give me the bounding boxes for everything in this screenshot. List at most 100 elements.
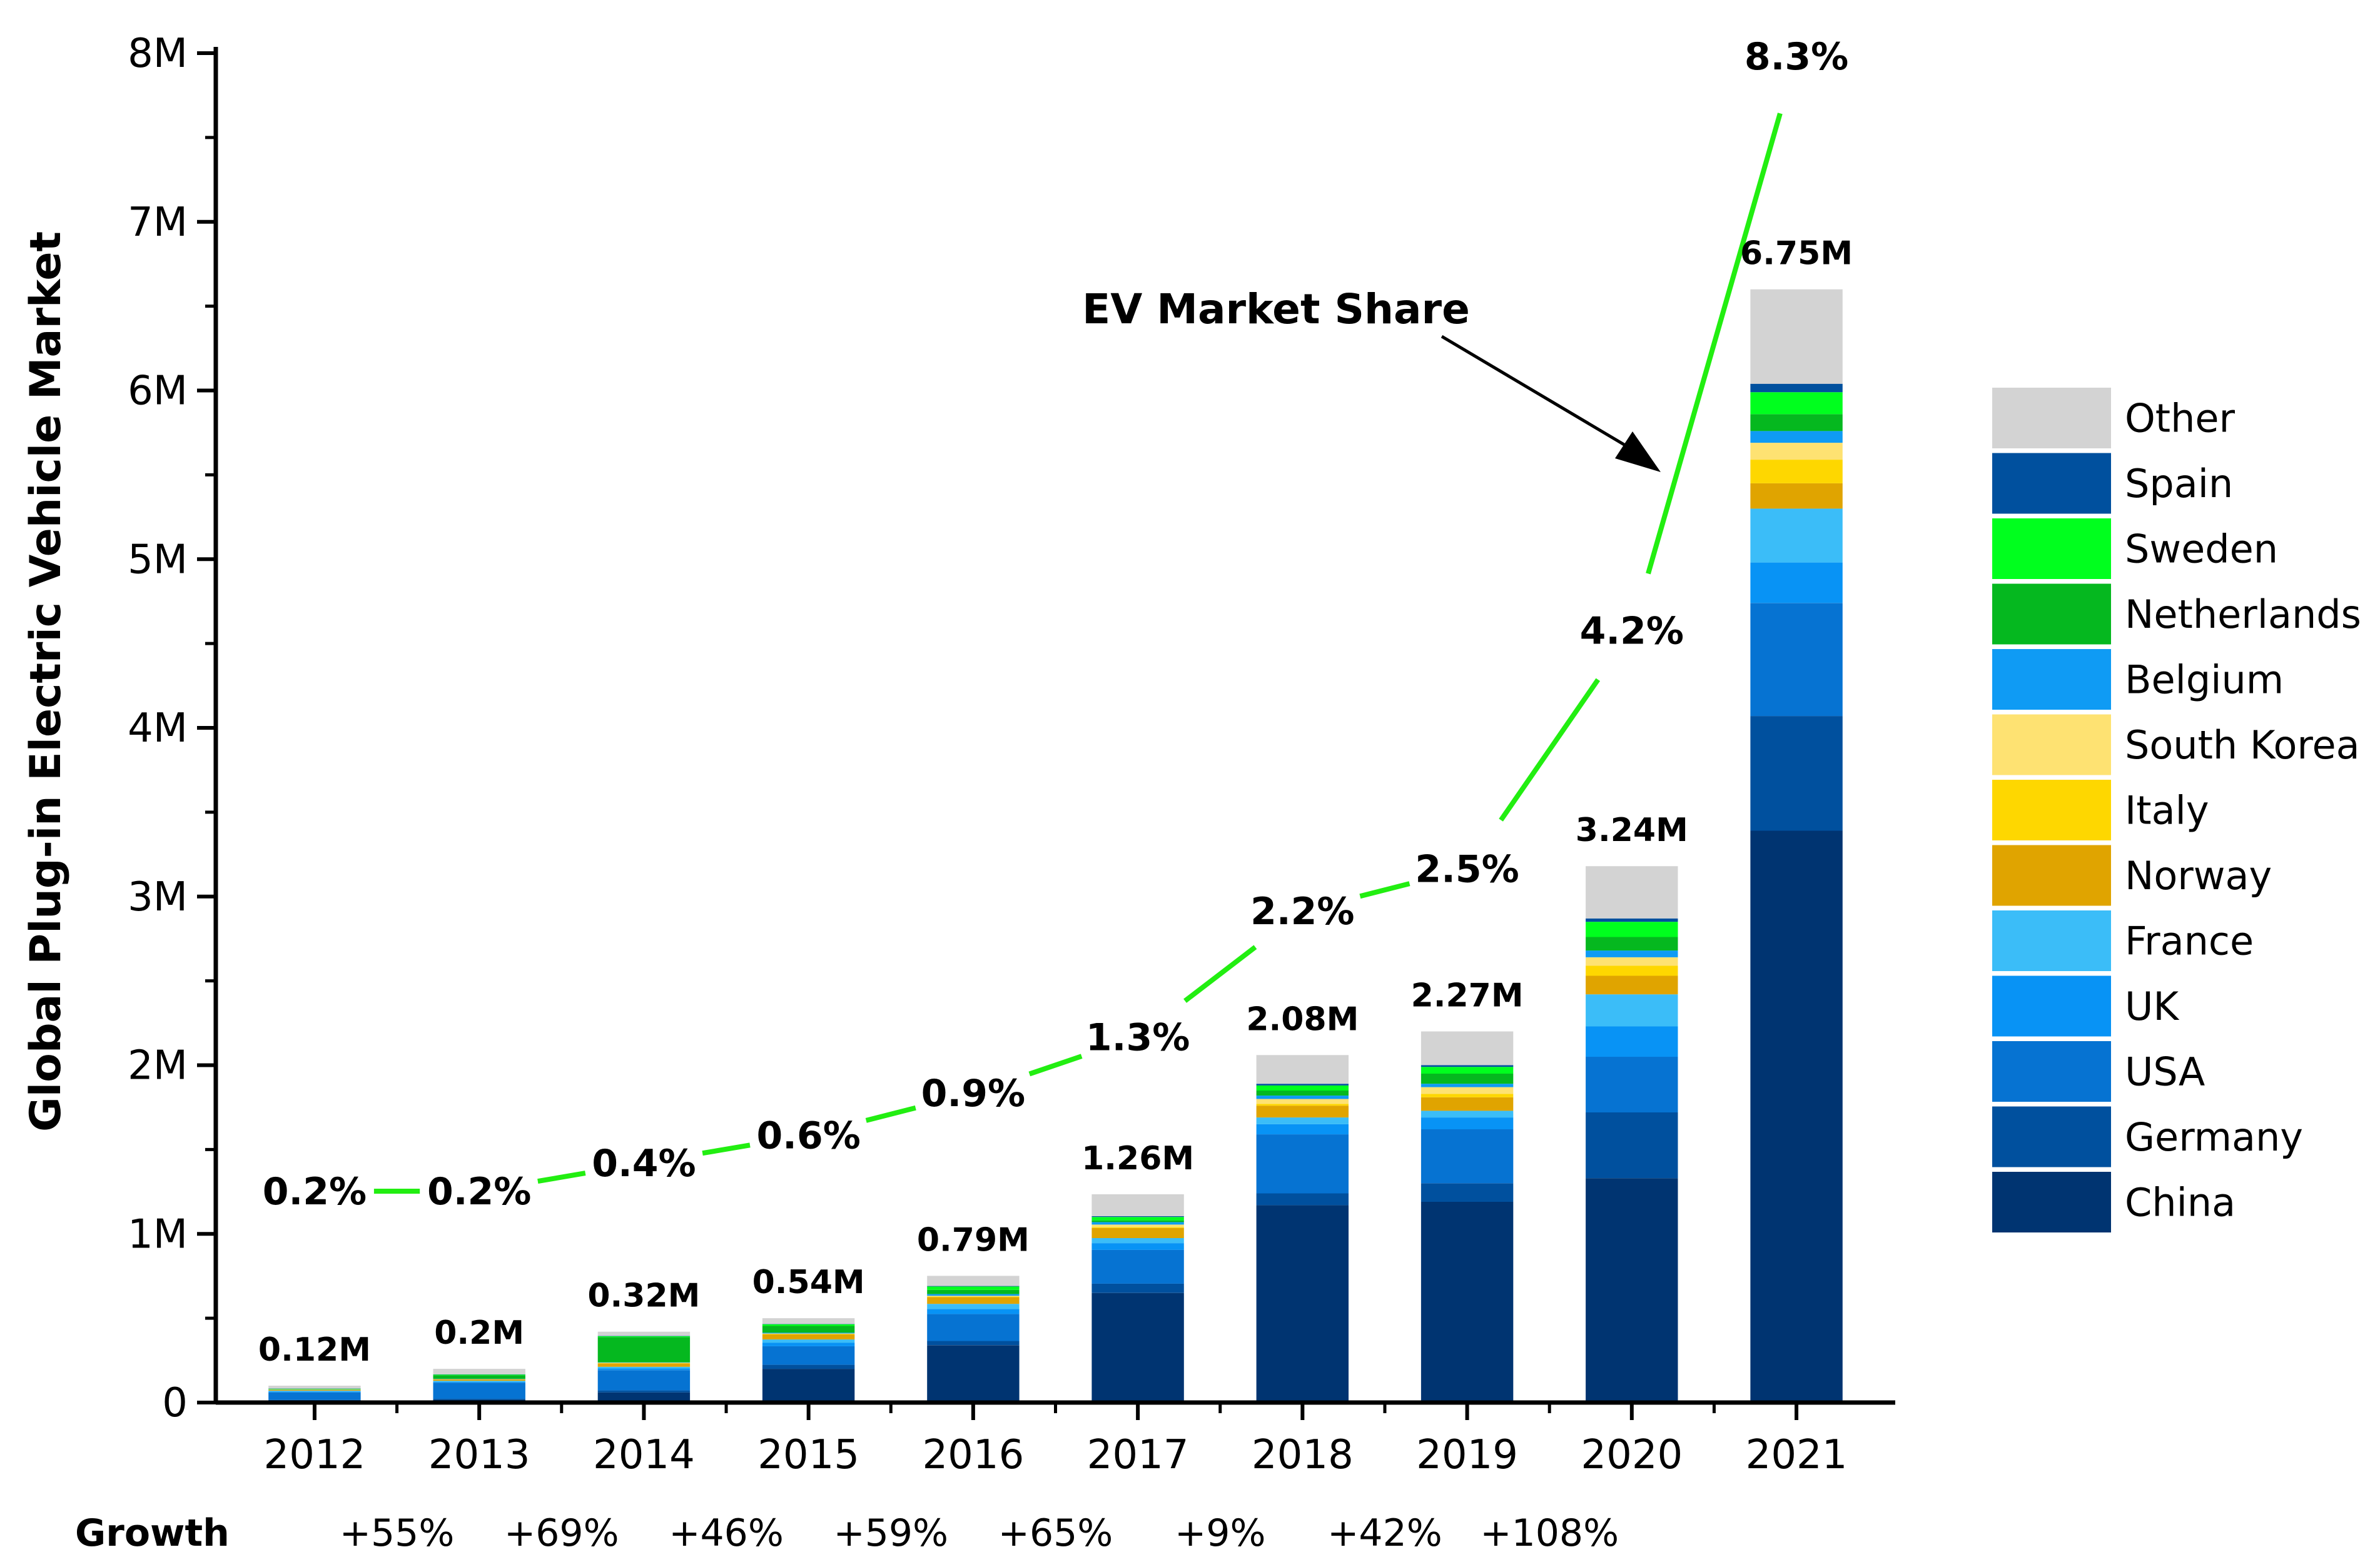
bar-2018-spain bbox=[1256, 1084, 1349, 1086]
legend-item-italy: Italy bbox=[1992, 780, 2209, 840]
bar-2019-south-korea bbox=[1420, 1087, 1514, 1094]
bar-2018-italy bbox=[1256, 1104, 1349, 1106]
bar-2013-france bbox=[433, 1381, 525, 1383]
x-tick-label: 2021 bbox=[1746, 1432, 1848, 1478]
legend-item-germany: Germany bbox=[1992, 1106, 2303, 1167]
bar-2021-netherlands bbox=[1750, 414, 1843, 431]
bar-2013-netherlands bbox=[433, 1375, 525, 1379]
bar-2014-uk bbox=[597, 1368, 691, 1371]
bar-2016-uk bbox=[927, 1309, 1020, 1314]
legend-label: Spain bbox=[2125, 461, 2233, 506]
bar-2016-germany bbox=[927, 1341, 1020, 1346]
market-share-label: 4.2% bbox=[1580, 610, 1684, 653]
bar-2015-netherlands bbox=[762, 1326, 855, 1333]
bar-2014-norway bbox=[597, 1363, 691, 1367]
x-tick-label: 2013 bbox=[428, 1432, 530, 1478]
bar-2018-south-korea bbox=[1256, 1099, 1349, 1104]
bar-2014-france bbox=[597, 1366, 691, 1369]
legend-item-uk: UK bbox=[1992, 975, 2179, 1037]
bar-2020-belgium bbox=[1586, 950, 1678, 957]
bar-2013-norway bbox=[433, 1379, 525, 1381]
legend-label: Germany bbox=[2125, 1114, 2303, 1160]
bar-2013-germany bbox=[433, 1399, 525, 1400]
bar-stack-2019 bbox=[1420, 1031, 1514, 1403]
bar-2019-sweden bbox=[1420, 1067, 1514, 1074]
bar-2018-sweden bbox=[1256, 1085, 1349, 1091]
bar-2019-china bbox=[1420, 1202, 1514, 1403]
bar-2020-south-korea bbox=[1586, 957, 1678, 966]
market-share-label: 2.2% bbox=[1250, 890, 1354, 934]
bar-2020-netherlands bbox=[1586, 937, 1678, 951]
bar-2021-norway bbox=[1750, 483, 1843, 509]
legend-label: UK bbox=[2125, 984, 2179, 1029]
legend-swatch bbox=[1992, 1041, 2111, 1102]
bar-2019-france bbox=[1420, 1111, 1514, 1118]
bar-2020-norway bbox=[1586, 975, 1678, 995]
y-tick-label: 1M bbox=[128, 1211, 188, 1257]
legend-label: Sweden bbox=[2125, 527, 2278, 572]
bar-2016-china bbox=[927, 1345, 1020, 1403]
x-tick-label: 2014 bbox=[593, 1432, 695, 1478]
bar-2016-norway bbox=[927, 1297, 1020, 1304]
y-tick-label: 3M bbox=[128, 874, 188, 920]
legend-swatch bbox=[1992, 583, 2111, 645]
bar-2014-netherlands bbox=[597, 1337, 691, 1363]
bar-2017-spain bbox=[1091, 1216, 1184, 1217]
bar-2013-other bbox=[433, 1369, 525, 1374]
total-label: 2.08M bbox=[1246, 1000, 1359, 1038]
bar-2013-usa bbox=[433, 1383, 525, 1399]
bar-2014-china bbox=[597, 1392, 691, 1403]
market-share-segment bbox=[1183, 945, 1257, 1003]
bar-2020-spain bbox=[1586, 918, 1678, 922]
bar-2021-south-korea bbox=[1750, 443, 1843, 460]
total-labels: 0.12M 0.2M 0.32M 0.54M 0.79M 1.26M 2.08M 2.27M 3… bbox=[258, 235, 1853, 1369]
bar-2021-italy bbox=[1750, 460, 1843, 483]
market-share-label: 0.4% bbox=[592, 1142, 696, 1186]
bar-2019-germany bbox=[1420, 1183, 1514, 1202]
bar-2016-netherlands bbox=[927, 1289, 1020, 1294]
market-share-label: 2.5% bbox=[1415, 848, 1519, 892]
market-share-label: 0.9% bbox=[921, 1072, 1025, 1116]
bar-2020-other bbox=[1586, 866, 1678, 919]
bar-2019-belgium bbox=[1420, 1084, 1514, 1087]
bar-2021-china bbox=[1750, 830, 1843, 1403]
bar-2012-usa bbox=[268, 1392, 361, 1400]
legend-swatch bbox=[1992, 714, 2111, 775]
total-label: 3.24M bbox=[1576, 812, 1688, 849]
bar-2017-netherlands bbox=[1091, 1220, 1184, 1222]
bar-2016-other bbox=[927, 1276, 1020, 1286]
market-share-segment bbox=[537, 1171, 586, 1184]
y-tick-label: 4M bbox=[128, 705, 188, 752]
y-tick-label: 5M bbox=[128, 537, 188, 583]
market-share-line: 0.2% 0.2% 0.4% 0.6% 0.9% 1.3% 2.2% 2.5% 4.2% 8.3% bbox=[263, 35, 1849, 1214]
bar-2012-other bbox=[268, 1386, 361, 1389]
total-label: 6.75M bbox=[1740, 235, 1853, 273]
market-share-segments bbox=[373, 113, 1783, 1194]
total-label: 2.27M bbox=[1411, 977, 1524, 1015]
bar-2017-usa bbox=[1091, 1249, 1184, 1284]
bar-2015-usa bbox=[762, 1346, 855, 1365]
bar-2017-uk bbox=[1091, 1243, 1184, 1250]
annotation-arrow-line bbox=[1441, 335, 1637, 453]
legend-item-spain: Spain bbox=[1992, 453, 2233, 514]
legend-swatch bbox=[1992, 975, 2111, 1037]
x-tick-label: 2020 bbox=[1581, 1432, 1683, 1478]
bar-2021-germany bbox=[1750, 716, 1843, 831]
bar-2014-other bbox=[597, 1331, 691, 1336]
legend-label: Norway bbox=[2125, 853, 2272, 899]
bar-2018-netherlands bbox=[1256, 1091, 1349, 1096]
bar-2019-netherlands bbox=[1420, 1074, 1514, 1084]
legend-label: Other bbox=[2125, 396, 2236, 441]
growth-label: +69% bbox=[504, 1511, 619, 1555]
bar-2017-other bbox=[1091, 1194, 1184, 1216]
market-share-label: 0.2% bbox=[263, 1170, 367, 1214]
total-label: 0.79M bbox=[917, 1221, 1030, 1259]
bar-2019-usa bbox=[1420, 1129, 1514, 1184]
bar-2021-uk bbox=[1750, 562, 1843, 603]
annotation-label: EV Market Share bbox=[1082, 285, 1470, 333]
x-tick-label: 2019 bbox=[1416, 1432, 1518, 1478]
bar-2020-sweden bbox=[1586, 922, 1678, 937]
bar-2018-china bbox=[1256, 1205, 1349, 1403]
bar-2017-china bbox=[1091, 1292, 1184, 1403]
legend-label: Belgium bbox=[2125, 657, 2284, 703]
